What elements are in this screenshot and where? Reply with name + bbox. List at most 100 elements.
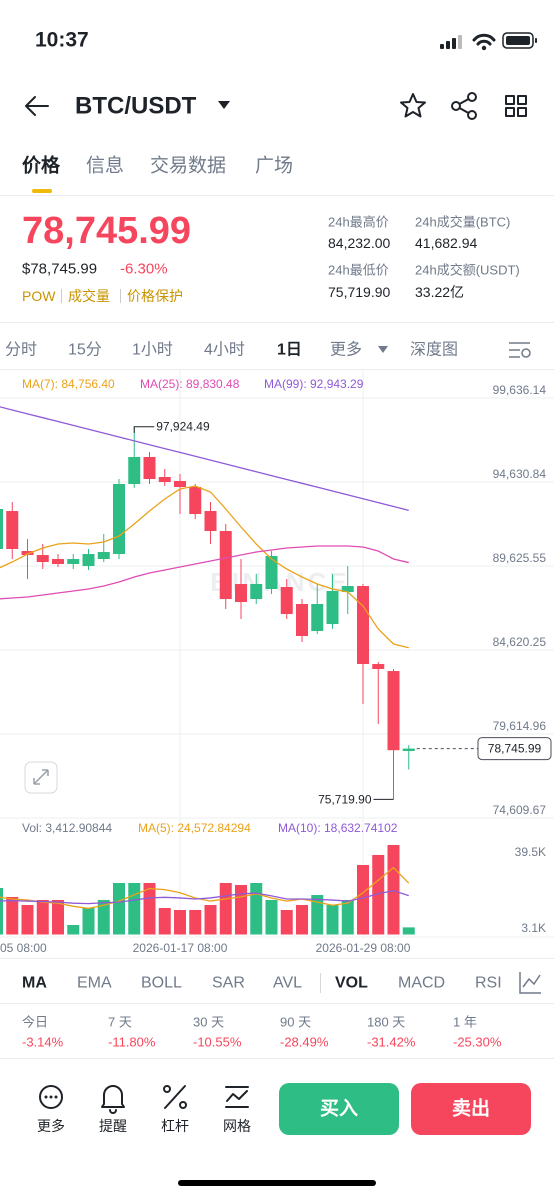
tool-label[interactable]: 网格 <box>223 1118 251 1134</box>
stat-value: 75,719.90 <box>328 284 390 300</box>
indicator[interactable]: VOL <box>335 975 368 992</box>
stat-value: 41,682.94 <box>415 235 477 251</box>
y-tick-label: 79,614.96 <box>493 719 547 733</box>
tab-indicator <box>32 189 52 193</box>
indicator[interactable]: EMA <box>77 975 112 992</box>
period-change: -3.14% <box>22 1035 64 1050</box>
separator <box>320 973 321 993</box>
period-change: -25.30% <box>453 1035 502 1050</box>
indicator[interactable]: BOLL <box>141 975 182 992</box>
ma-line <box>0 406 409 511</box>
more-dropdown[interactable] <box>378 346 388 353</box>
interval[interactable]: 分时 <box>5 341 37 359</box>
tag[interactable]: 价格保护 <box>127 288 183 304</box>
divider <box>0 195 554 196</box>
candle-body <box>82 554 95 567</box>
candle-body <box>326 591 339 625</box>
leverage-tool[interactable]: 杠杆 <box>161 1085 189 1134</box>
candle-body <box>280 587 293 615</box>
interval[interactable]: 深度图 <box>410 341 458 359</box>
period-label: 7 天 <box>108 1015 132 1030</box>
volume-bar <box>143 882 156 935</box>
buy-button[interactable]: 买入 <box>279 1083 399 1135</box>
indicator-settings[interactable] <box>519 972 541 994</box>
low-label: 75,719.90 <box>318 792 372 806</box>
indicator[interactable]: AVL <box>273 975 302 992</box>
tool-label[interactable]: 更多 <box>37 1118 65 1134</box>
candle-body <box>189 486 202 515</box>
interval[interactable]: 15分 <box>68 341 102 359</box>
y-tick-label: 3.1K <box>521 921 546 935</box>
volume-ma-line <box>0 889 409 905</box>
sell-label[interactable]: 卖出 <box>452 1097 490 1120</box>
more-tool[interactable]: 更多 <box>37 1085 65 1134</box>
y-tick-label: 39.5K <box>515 845 546 859</box>
ma-line <box>0 485 409 649</box>
back-button[interactable] <box>25 96 49 116</box>
indicator-fade <box>507 966 554 1000</box>
indicator[interactable]: MACD <box>398 975 445 992</box>
symbol[interactable]: BTC/USDT <box>75 93 197 120</box>
indicator[interactable]: SAR <box>212 975 245 992</box>
volume-bar <box>0 887 3 935</box>
volume-bar <box>280 909 293 935</box>
buy-label[interactable]: 买入 <box>320 1098 358 1120</box>
legend-entry: Vol: 3,412.90844 <box>22 821 112 835</box>
legend-entry: MA(5): 24,572.84294 <box>138 821 251 835</box>
share-button[interactable] <box>451 92 477 120</box>
tab[interactable]: 信息 <box>86 155 124 177</box>
candle-body <box>296 604 308 637</box>
price-change: -6.30% <box>120 261 168 278</box>
volume-bar <box>402 927 415 935</box>
volume-bar <box>235 884 247 935</box>
tab[interactable]: 广场 <box>255 155 293 177</box>
chart-settings[interactable] <box>509 342 531 358</box>
stat-value: 33.22亿 <box>415 284 464 300</box>
candle-body <box>235 584 247 603</box>
volume-bar <box>341 899 354 935</box>
legend-entry: MA(7): 84,756.40 <box>22 377 115 391</box>
period-label: 90 天 <box>280 1015 311 1030</box>
volume-bar <box>311 895 324 935</box>
last-price-label: 78,745.99 <box>488 742 542 756</box>
grid-tool[interactable]: 网格 <box>223 1086 251 1134</box>
volume-bar <box>113 882 125 935</box>
tag[interactable]: 成交量 <box>68 288 110 304</box>
candle-body <box>357 586 369 665</box>
separator <box>61 289 62 303</box>
alert-tool[interactable]: 提醒 <box>99 1085 127 1134</box>
volume-bar <box>204 904 217 935</box>
interval[interactable]: 4小时 <box>204 341 245 359</box>
period-change: -11.80% <box>108 1035 156 1050</box>
period-label: 1 年 <box>453 1015 477 1030</box>
volume-bar <box>326 904 339 935</box>
legend-entry: MA(10): 18,632.74102 <box>278 821 398 835</box>
tag[interactable]: POW <box>22 288 56 304</box>
candle-body <box>97 552 110 560</box>
expand-button[interactable] <box>24 761 58 794</box>
indicator[interactable]: MA <box>22 975 47 992</box>
legend-entry: MA(99): 92,943.29 <box>264 377 364 391</box>
period-label: 180 天 <box>367 1015 405 1030</box>
tab[interactable]: 交易数据 <box>150 155 226 177</box>
tool-label[interactable]: 提醒 <box>99 1118 127 1134</box>
tool-label[interactable]: 杠杆 <box>161 1118 189 1134</box>
candle-body <box>143 457 156 480</box>
layout-button[interactable] <box>505 95 527 117</box>
candle-body <box>52 559 64 565</box>
interval[interactable]: 1日 <box>277 341 302 359</box>
interval[interactable]: 1小时 <box>132 341 173 359</box>
volume-bar <box>21 904 34 935</box>
indicator[interactable]: RSI <box>475 975 502 992</box>
candle-body <box>21 551 34 556</box>
sell-button[interactable]: 卖出 <box>411 1083 531 1135</box>
symbol-dropdown[interactable] <box>218 101 230 109</box>
divider <box>0 322 554 323</box>
period-change: -28.49% <box>280 1035 329 1050</box>
candle-body <box>311 604 324 632</box>
interval[interactable]: 更多 <box>330 341 362 359</box>
favorite-button[interactable] <box>400 93 426 118</box>
candle-body <box>158 476 171 482</box>
divider <box>0 958 554 959</box>
tab[interactable]: 价格 <box>22 154 61 177</box>
